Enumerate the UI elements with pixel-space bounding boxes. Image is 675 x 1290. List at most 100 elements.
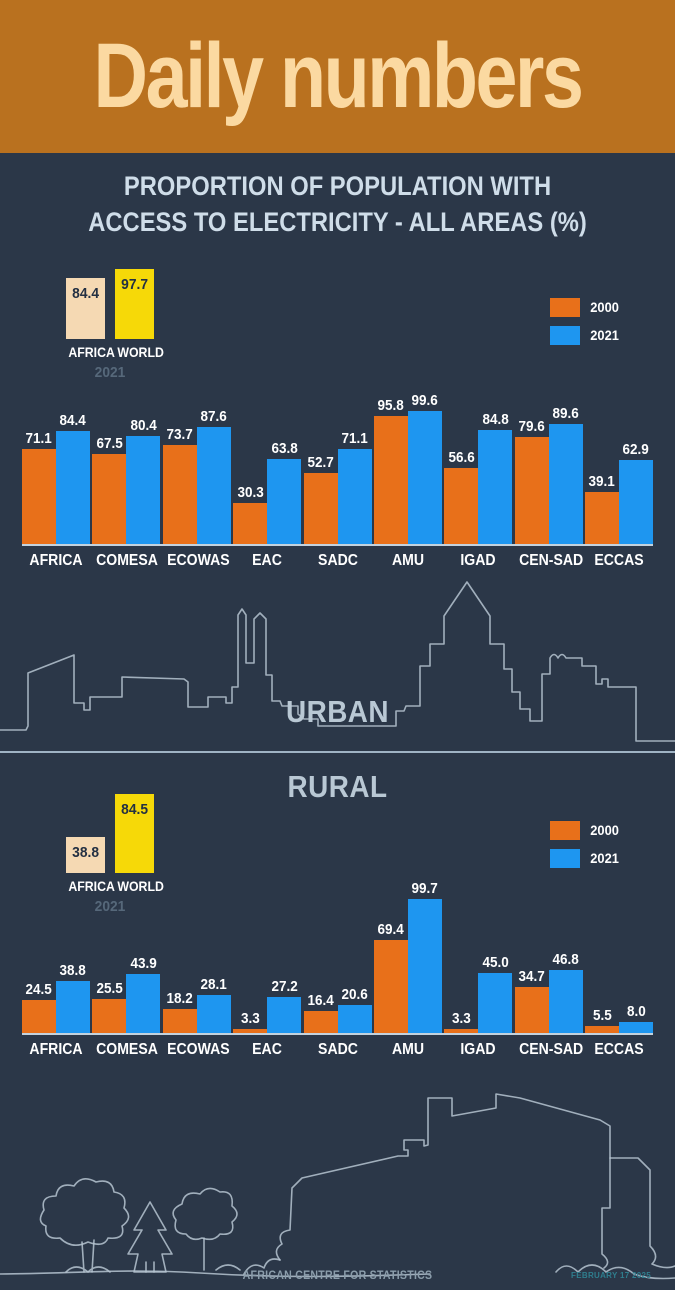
benchmark-year: 2021: [94, 363, 126, 381]
value-label-2000: 30.3: [236, 483, 264, 501]
category-label-cen-sad: CEN-SAD: [518, 551, 583, 569]
legend-item-2021: 2021: [549, 325, 620, 345]
value-label-2021: 84.8: [482, 410, 509, 428]
bar-2021-cen-sad: [548, 969, 583, 1033]
bar-group-comesa: 25.5 43.9: [92, 955, 161, 1033]
value-label-2021: 62.9: [622, 440, 650, 458]
chart-main-title: PROPORTION OF POPULATION WITH ACCESS TO …: [0, 169, 675, 241]
value-label-2000: 5.5: [592, 1006, 612, 1024]
rural-legend: 2000 2021: [549, 820, 620, 868]
bar-2000-eac: [233, 1028, 268, 1033]
bar-2000-eccas: [585, 1025, 619, 1033]
bar-group-amu: 69.4 99.7: [373, 879, 442, 1033]
benchmark-value: 97.7: [121, 275, 148, 293]
value-label-2021: 71.1: [341, 429, 368, 447]
bar-group-eccas: 39.1 62.9: [585, 441, 653, 544]
bar-2021-eccas: [619, 1021, 653, 1033]
city-skyline-illustration: URBAN: [0, 574, 675, 753]
rural-section: RURAL 38.8 84.5 AFRICA WORLD 2021 2000 202…: [0, 753, 675, 1058]
bar-group-africa: 24.5 38.8: [22, 962, 90, 1033]
value-label-2000: 39.1: [588, 472, 616, 490]
bar-2000-sadc: [303, 472, 338, 544]
category-label-ecowas: ECOWAS: [166, 1040, 230, 1058]
category-label-igad: IGAD: [460, 551, 496, 569]
value-label-2021: 38.8: [59, 961, 87, 979]
value-label-2000: 69.4: [377, 920, 405, 938]
value-label-2000: 3.3: [240, 1009, 260, 1027]
urban-bar-chart: 71.1 84.4 67.5 80.4: [0, 386, 675, 570]
category-label-sadc: SADC: [317, 551, 358, 569]
category-label-eac: EAC: [252, 551, 282, 569]
bar-2000-comesa: [92, 453, 127, 544]
legend-label: 2000: [590, 299, 619, 316]
bar-2021-africa: [56, 430, 90, 544]
category-axis: AFRICA COMESA ECOWAS EAC SADC AMU IGAD CEN-SAD E…: [22, 552, 653, 570]
bar-2000-ecowas: [162, 444, 197, 544]
chart-title-line1: PROPORTION OF POPULATION WITH: [123, 171, 552, 201]
bar-group-igad: 3.3 45.0: [444, 953, 513, 1033]
rural-label: RURAL: [287, 768, 388, 804]
benchmark-label: AFRICA: [68, 343, 115, 360]
value-label-2021: 99.6: [411, 391, 439, 409]
value-label-2000: 67.5: [96, 434, 123, 452]
urban-benchmark-mini-chart: 84.4 97.7 AFRICA WORLD 2021: [50, 267, 170, 381]
value-label-2021: 27.2: [270, 977, 298, 995]
legend-item-2000: 2000: [549, 297, 620, 317]
category-axis: AFRICA COMESA ECOWAS EAC SADC AMU IGAD CEN-SAD E…: [22, 1041, 653, 1059]
bar-2021-igad: [478, 429, 513, 544]
bar-2000-igad: [444, 467, 479, 544]
benchmark-world: 97.7: [115, 268, 154, 339]
category-label-eac: EAC: [252, 1040, 282, 1058]
value-label-2021: 45.0: [482, 953, 509, 971]
value-label-2021: 89.6: [552, 404, 579, 422]
bar-2021-amu: [407, 410, 442, 544]
bar-group-ecowas: 18.2 28.1: [162, 976, 231, 1033]
bar-group-cen-sad: 34.7 46.8: [514, 950, 583, 1033]
legend-swatch-2021: [549, 848, 580, 868]
legend-label: 2021: [590, 850, 619, 867]
benchmark-bar-africa: 38.8: [66, 836, 105, 873]
benchmark-value: 84.5: [121, 800, 148, 818]
bar-2000-eccas: [585, 491, 619, 544]
bar-2000-comesa: [92, 998, 127, 1033]
bar-group-sadc: 16.4 20.6: [303, 985, 372, 1033]
category-label-sadc: SADC: [317, 1040, 358, 1058]
value-label-2000: 52.7: [307, 453, 334, 471]
value-label-2021: 20.6: [341, 985, 368, 1003]
bar-2021-amu: [407, 898, 442, 1033]
bar-2021-ecowas: [196, 426, 231, 544]
skyline-outline-drawing: [0, 581, 675, 742]
urban-legend: 2000 2021: [549, 297, 620, 345]
bar-2000-africa: [22, 448, 56, 544]
bar-2000-cen-sad: [514, 436, 549, 544]
value-label-2000: 79.6: [518, 417, 545, 435]
legend-item-2021: 2021: [549, 848, 620, 868]
bar-2021-eac: [267, 458, 302, 544]
category-label-comesa: COMESA: [96, 1040, 159, 1058]
credit-text: AFRICAN CENTRE FOR STATISTICS: [242, 1267, 433, 1282]
value-label-2021: 46.8: [552, 950, 579, 968]
bar-2021-cen-sad: [548, 423, 583, 544]
value-label-2021: 99.7: [411, 879, 439, 897]
category-label-amu: AMU: [391, 1040, 424, 1058]
rural-benchmark-mini-chart: 38.8 84.5 AFRICA WORLD 2021: [50, 793, 170, 915]
value-label-2021: 8.0: [626, 1002, 646, 1020]
value-label-2021: 63.8: [270, 439, 298, 457]
urban-section: 84.4 97.7 AFRICA WORLD 2021 2000 2021 71.1: [0, 241, 675, 574]
benchmark-year: 2021: [94, 897, 126, 915]
value-label-2000: 71.1: [25, 429, 53, 447]
rural-bar-chart: 24.5 38.8 25.5 43.9: [0, 875, 675, 1059]
value-label-2000: 25.5: [96, 979, 123, 997]
value-label-2000: 34.7: [518, 967, 545, 985]
page-title: Daily numbers: [93, 25, 584, 127]
category-label-eccas: ECCAS: [594, 551, 644, 569]
countryside-illustration: AFRICAN CENTRE FOR STATISTICS FEBRUARY 1…: [0, 1058, 675, 1290]
value-label-2000: 16.4: [307, 991, 334, 1009]
category-label-africa: AFRICA: [29, 1040, 83, 1058]
legend-item-2000: 2000: [549, 820, 620, 840]
benchmark-africa: 84.4: [66, 277, 105, 339]
benchmark-africa: 38.8: [66, 836, 105, 873]
value-label-2021: 87.6: [200, 407, 227, 425]
bar-group-eccas: 5.5 8.0: [585, 1003, 653, 1033]
bar-group-cen-sad: 79.6 89.6: [514, 404, 583, 544]
